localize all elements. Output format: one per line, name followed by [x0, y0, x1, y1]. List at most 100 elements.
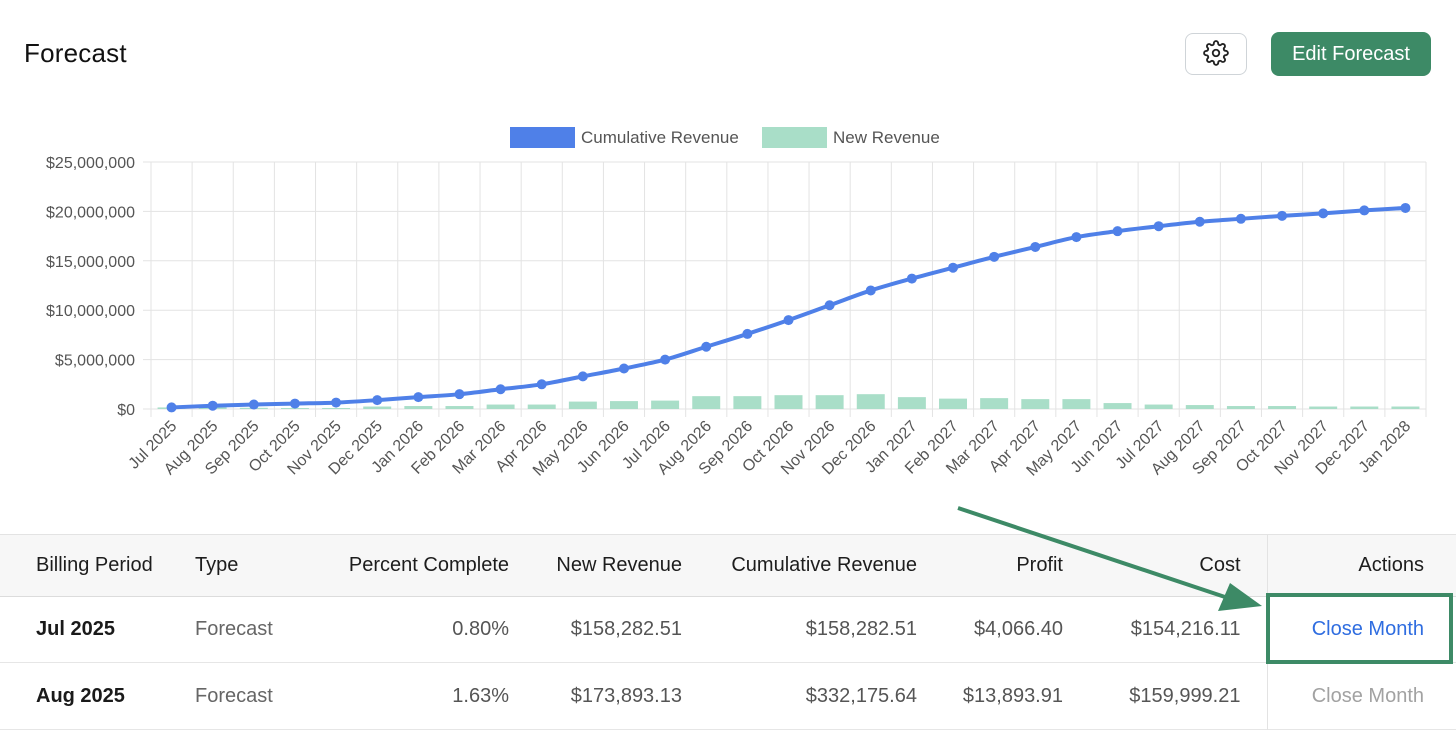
cumulative-revenue-point [372, 395, 383, 406]
new-revenue-bar [1226, 406, 1255, 409]
cumulative-revenue-point [536, 379, 547, 390]
new-revenue-bar [1350, 406, 1379, 409]
cell-actions: Close Month [1266, 596, 1456, 663]
edit-forecast-button[interactable]: Edit Forecast [1271, 32, 1431, 76]
cell-cumulative-revenue: $158,282.51 [805, 618, 917, 640]
new-revenue-bar [856, 394, 885, 409]
new-revenue-bar [322, 408, 351, 409]
new-revenue-bar [939, 398, 967, 409]
new-revenue-bar [980, 398, 1009, 409]
cumulative-revenue-point [495, 384, 506, 395]
new-revenue-bar [1268, 406, 1297, 409]
new-revenue-bar [445, 406, 474, 409]
new-revenue-bar [1062, 399, 1091, 409]
cumulative-revenue-point [989, 251, 1000, 262]
header-billing-period[interactable]: Billing Period [36, 554, 153, 576]
cell-billing-period: Jul 2025 [36, 618, 115, 640]
new-revenue-bar [404, 406, 433, 409]
cell-new-revenue: $158,282.51 [570, 618, 682, 640]
header-profit[interactable]: Profit [1016, 554, 1063, 576]
close-month-button-disabled[interactable]: Close Month [1311, 684, 1424, 707]
cell-cumulative-revenue: $332,175.64 [805, 684, 917, 707]
table-row: Jul 2025 Forecast 0.80% $158,282.51 $158… [0, 596, 1456, 663]
page-title: Forecast [24, 38, 127, 68]
legend-swatch [762, 127, 827, 148]
cumulative-revenue-point [289, 398, 300, 409]
forecast-table: Billing Period Type Percent Complete New… [0, 534, 1456, 730]
cumulative-revenue-point [577, 371, 588, 382]
new-revenue-bar [651, 400, 680, 409]
cell-actions: Close Month [1266, 662, 1456, 730]
y-tick-label: $25,000,000 [46, 155, 135, 172]
cumulative-revenue-point [166, 402, 177, 413]
y-tick-label: $10,000,000 [46, 303, 135, 320]
cumulative-revenue-point [701, 341, 712, 352]
cumulative-revenue-point [1112, 226, 1123, 237]
cumulative-revenue-point [948, 262, 959, 273]
header-actions: Actions [1266, 534, 1456, 597]
new-revenue-bar [527, 404, 556, 409]
legend-label: New Revenue [833, 128, 940, 147]
cumulative-revenue-point [865, 285, 876, 296]
cell-type: Forecast [195, 684, 273, 707]
new-revenue-bar [1021, 399, 1050, 409]
header-cumulative-revenue[interactable]: Cumulative Revenue [731, 554, 917, 576]
new-revenue-bar [774, 395, 803, 409]
cell-cost: $159,999.21 [1129, 684, 1241, 707]
cumulative-revenue-point [1277, 210, 1288, 221]
legend-label: Cumulative Revenue [581, 128, 739, 147]
close-month-button[interactable]: Close Month [1311, 618, 1424, 640]
cell-cost: $154,216.11 [1130, 618, 1241, 640]
table-row: Aug 2025 Forecast 1.63% $173,893.13 $332… [0, 662, 1456, 730]
cell-new-revenue: $173,893.13 [570, 684, 682, 707]
cell-profit: $4,066.40 [974, 618, 1063, 640]
cumulative-revenue-point [1071, 232, 1082, 243]
cell-billing-period: Aug 2025 [36, 684, 125, 707]
cumulative-revenue-point [1030, 241, 1041, 252]
cell-type: Forecast [195, 618, 273, 640]
new-revenue-bar [733, 396, 762, 409]
header-cost[interactable]: Cost [1199, 554, 1241, 576]
new-revenue-bar [1103, 403, 1132, 409]
table-header-row: Billing Period Type Percent Complete New… [0, 534, 1456, 597]
cumulative-revenue-point [1318, 208, 1329, 219]
cumulative-revenue-point [824, 300, 835, 311]
cumulative-revenue-point [660, 354, 671, 365]
cumulative-revenue-point [331, 397, 342, 408]
cumulative-revenue-point [413, 392, 424, 403]
new-revenue-bar [1144, 404, 1173, 409]
y-tick-label: $20,000,000 [46, 204, 135, 221]
y-tick-label: $5,000,000 [55, 353, 135, 370]
cell-profit: $13,893.91 [962, 684, 1063, 707]
cumulative-revenue-point [1400, 202, 1411, 213]
new-revenue-bar [1391, 406, 1420, 409]
settings-button[interactable] [1185, 33, 1247, 75]
cumulative-revenue-point [454, 389, 465, 400]
cumulative-revenue-point [618, 363, 629, 374]
cumulative-revenue-point [248, 399, 259, 410]
gear-icon [1203, 39, 1229, 69]
new-revenue-bar [1185, 405, 1214, 409]
cumulative-revenue-point [1194, 216, 1205, 227]
cumulative-revenue-point [906, 273, 917, 284]
header-percent-complete[interactable]: Percent Complete [348, 554, 509, 576]
y-tick-label: $15,000,000 [46, 254, 135, 271]
new-revenue-bar [568, 401, 597, 409]
cumulative-revenue-point [742, 328, 753, 339]
cumulative-revenue-point [1153, 221, 1164, 232]
legend-swatch [510, 127, 575, 148]
y-tick-label: $0 [117, 402, 135, 419]
new-revenue-bar [692, 396, 721, 409]
new-revenue-bar [610, 401, 638, 409]
new-revenue-bar [1309, 406, 1338, 409]
header-type[interactable]: Type [195, 554, 239, 576]
cumulative-revenue-point [1235, 213, 1246, 224]
cumulative-revenue-point [783, 315, 794, 326]
header-new-revenue[interactable]: New Revenue [556, 554, 682, 576]
new-revenue-bar [486, 404, 515, 409]
cumulative-revenue-point [1359, 205, 1370, 216]
cell-percent-complete: 0.80% [452, 618, 509, 640]
cell-percent-complete: 1.63% [452, 684, 509, 707]
new-revenue-bar [363, 406, 392, 409]
new-revenue-bar [815, 395, 844, 409]
